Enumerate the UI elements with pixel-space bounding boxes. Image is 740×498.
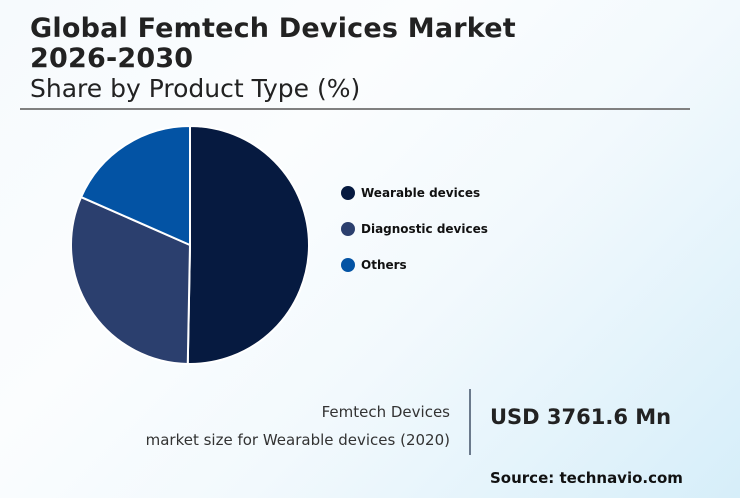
legend-swatch-icon: [341, 258, 355, 272]
legend-label: Wearable devices: [361, 186, 481, 200]
pie-slice-wearable: [186, 124, 310, 365]
stat-value: USD 3761.6 Mn: [490, 405, 672, 429]
stat-label-line-1: Femtech Devices: [321, 403, 450, 421]
stat-label: Femtech Devices market size for Wearable…: [146, 398, 450, 454]
title-line-1: Global Femtech Devices Market: [30, 13, 516, 44]
pie-slice-diagnostic: [70, 195, 192, 365]
pie-chart: [70, 124, 310, 365]
source-credit: Source: technavio.com: [490, 469, 683, 487]
legend-item-others: Others: [341, 247, 488, 283]
legend-item-diagnostic: Diagnostic devices: [341, 211, 488, 247]
legend-item-wearable: Wearable devices: [341, 175, 488, 211]
legend: Wearable devices Diagnostic devices Othe…: [341, 175, 488, 283]
title-divider: [20, 108, 690, 110]
legend-label: Others: [361, 258, 407, 272]
stat-divider: [469, 389, 471, 455]
title-line-2: 2026-2030: [30, 43, 194, 74]
legend-swatch-icon: [341, 222, 355, 236]
chart-title: Global Femtech Devices Market 2026-2030 …: [30, 14, 516, 104]
legend-label: Diagnostic devices: [361, 222, 488, 236]
pie-slice-others: [79, 124, 191, 247]
stat-label-line-2: market size for Wearable devices (2020): [145, 431, 450, 449]
legend-swatch-icon: [341, 186, 355, 200]
chart-subtitle: Share by Product Type (%): [30, 74, 361, 103]
